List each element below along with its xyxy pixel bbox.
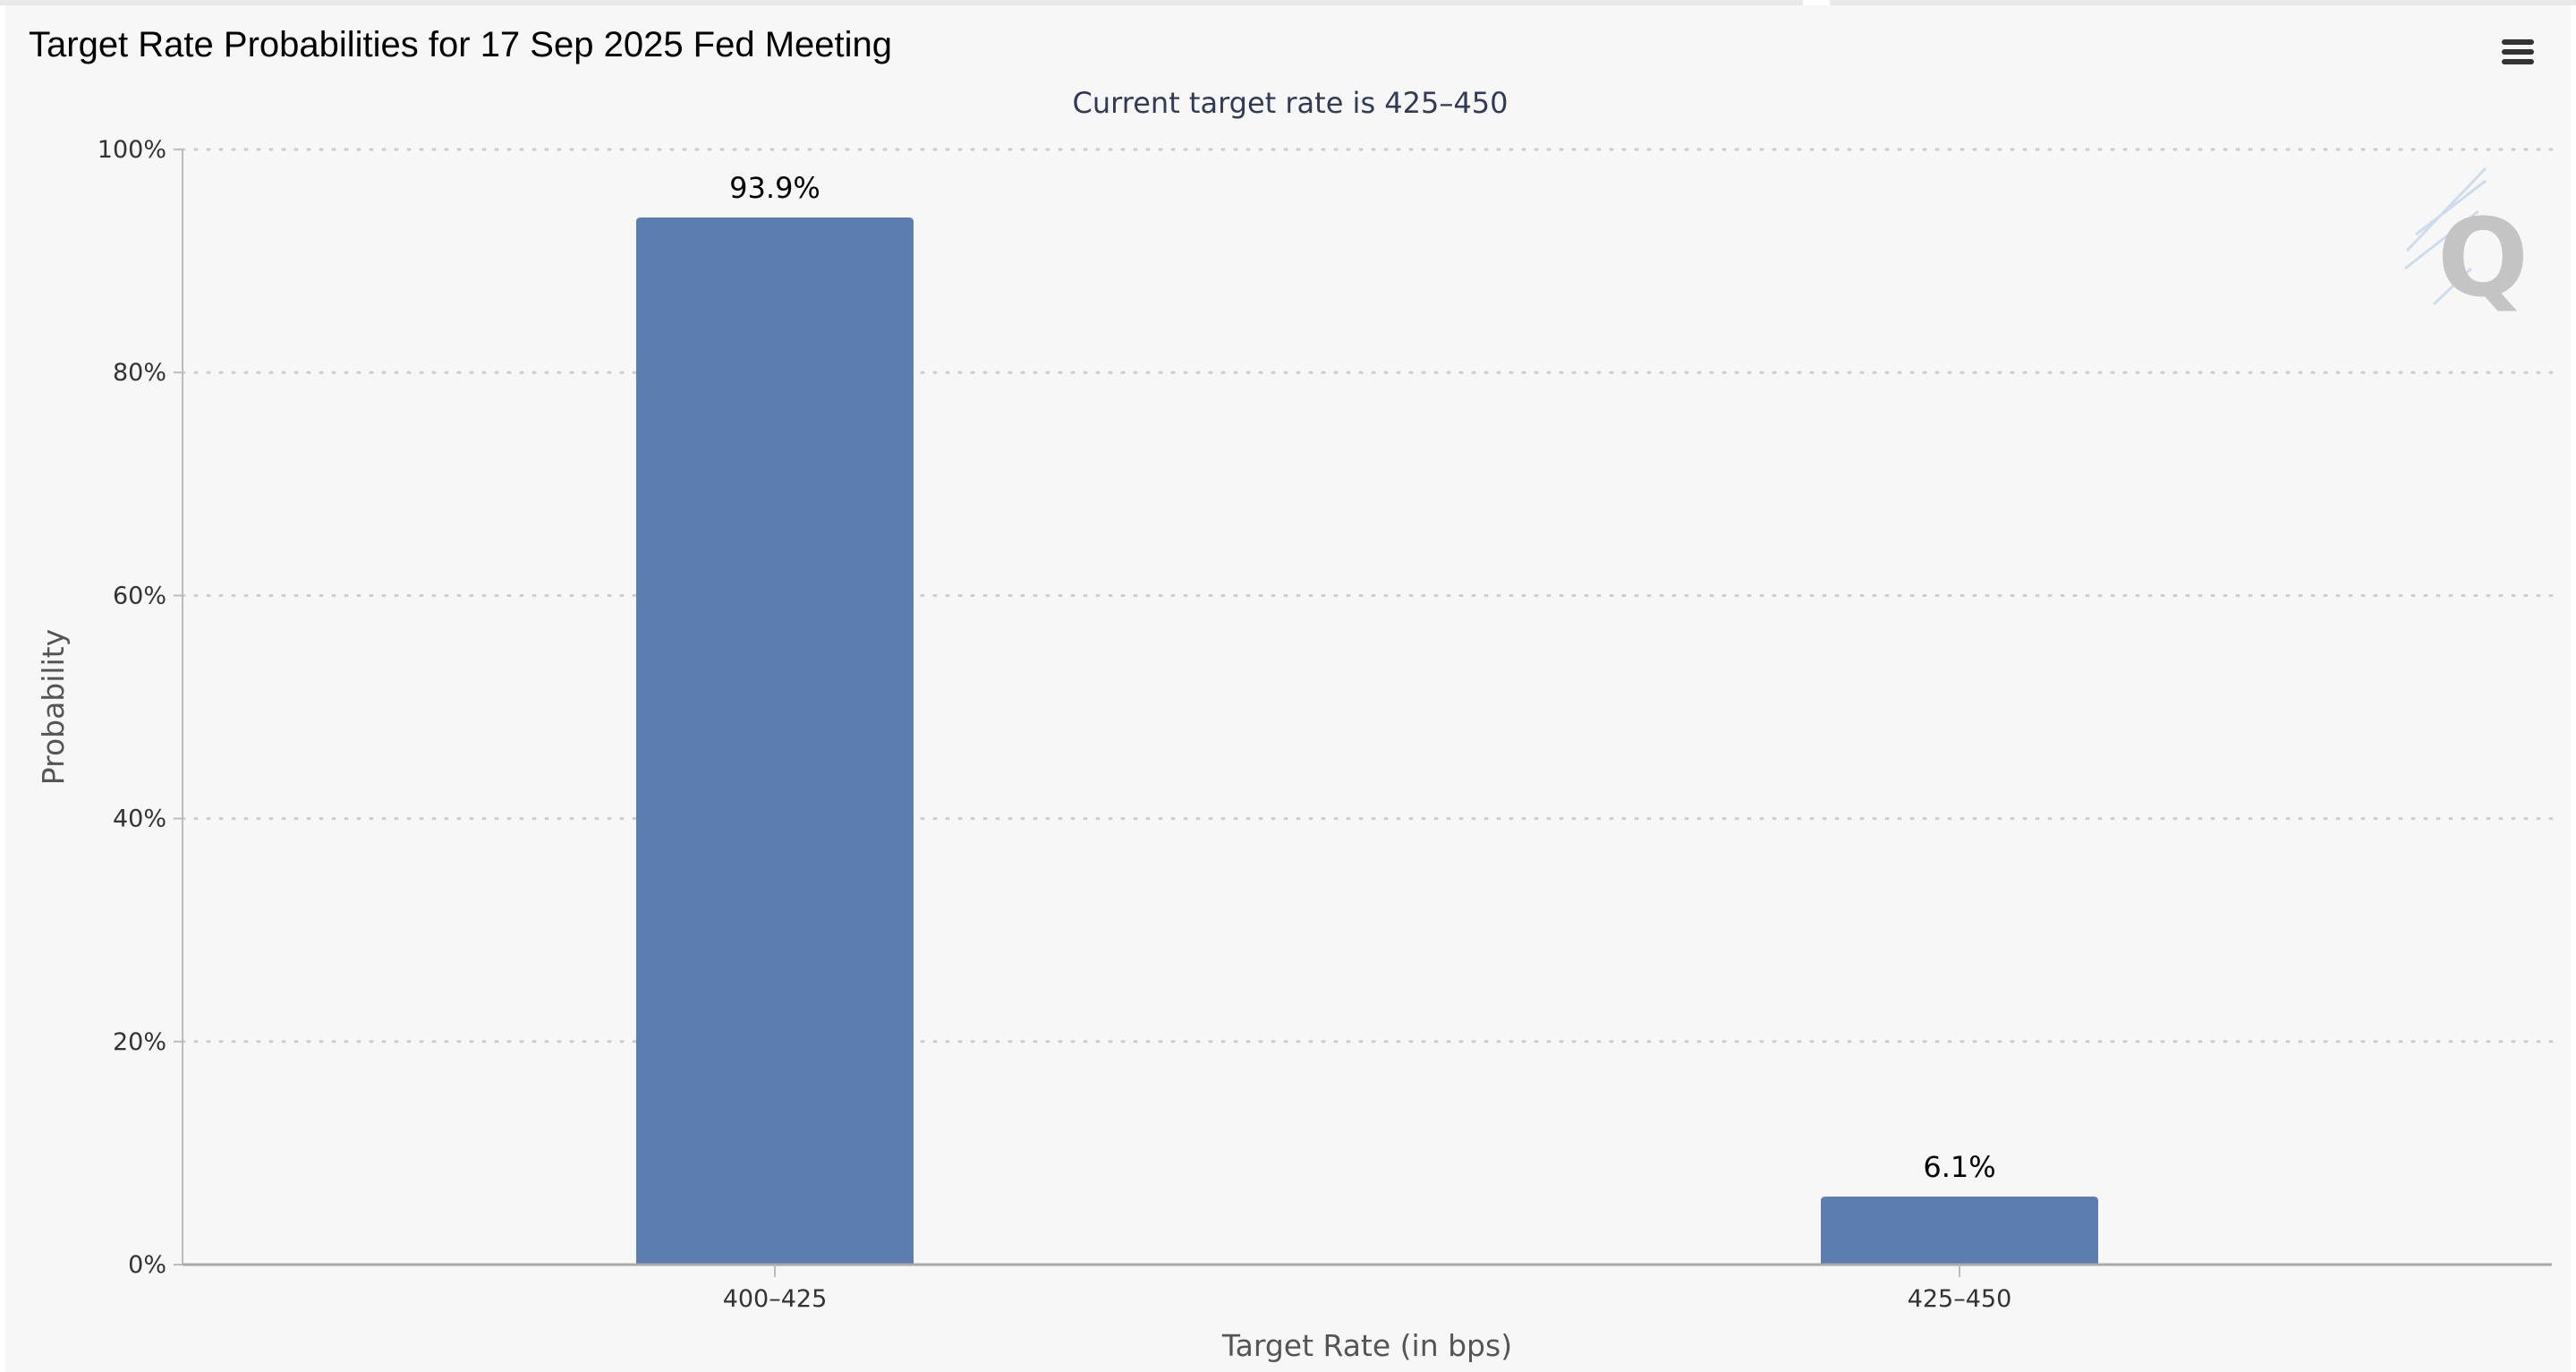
chart-subtitle: Current target rate is 425–450: [1073, 86, 1509, 120]
watermark-letter: Q: [2437, 197, 2529, 321]
data-label: 93.9%: [729, 171, 820, 205]
y-tick-label: 0%: [128, 1251, 166, 1279]
bars: [636, 217, 2098, 1265]
y-tick-label: 80%: [113, 359, 166, 387]
x-axis-title: Target Rate (in bps): [1221, 1328, 1512, 1363]
bar[interactable]: [636, 217, 914, 1265]
chart-title: Target Rate Probabilities for 17 Sep 202…: [29, 25, 893, 64]
bar[interactable]: [1821, 1196, 2098, 1265]
quikstrike-logo-icon: Q: [2404, 166, 2529, 321]
y-tick-label: 20%: [113, 1028, 166, 1056]
gridlines: [181, 148, 2554, 1044]
y-tick-label: 40%: [113, 805, 166, 833]
data-label: 6.1%: [1923, 1150, 1995, 1184]
top-strip: [0, 0, 2576, 5]
x-tick-label: 400–425: [723, 1285, 828, 1313]
axes: [174, 149, 2552, 1277]
x-tick-label: 425–450: [1908, 1285, 2012, 1313]
y-tick-label: 100%: [98, 136, 166, 164]
top-strip-gap: [1803, 0, 1830, 5]
hamburger-menu-icon[interactable]: [2496, 32, 2539, 72]
y-tick-label: 60%: [113, 582, 166, 609]
tick-labels: 0% 20% 40% 60% 80% 100% 400–425 425–450: [98, 136, 2011, 1313]
data-labels: 93.9% 6.1%: [729, 171, 1995, 1184]
chart-panel: [5, 5, 2571, 1372]
y-axis-title: Probability: [36, 629, 71, 785]
